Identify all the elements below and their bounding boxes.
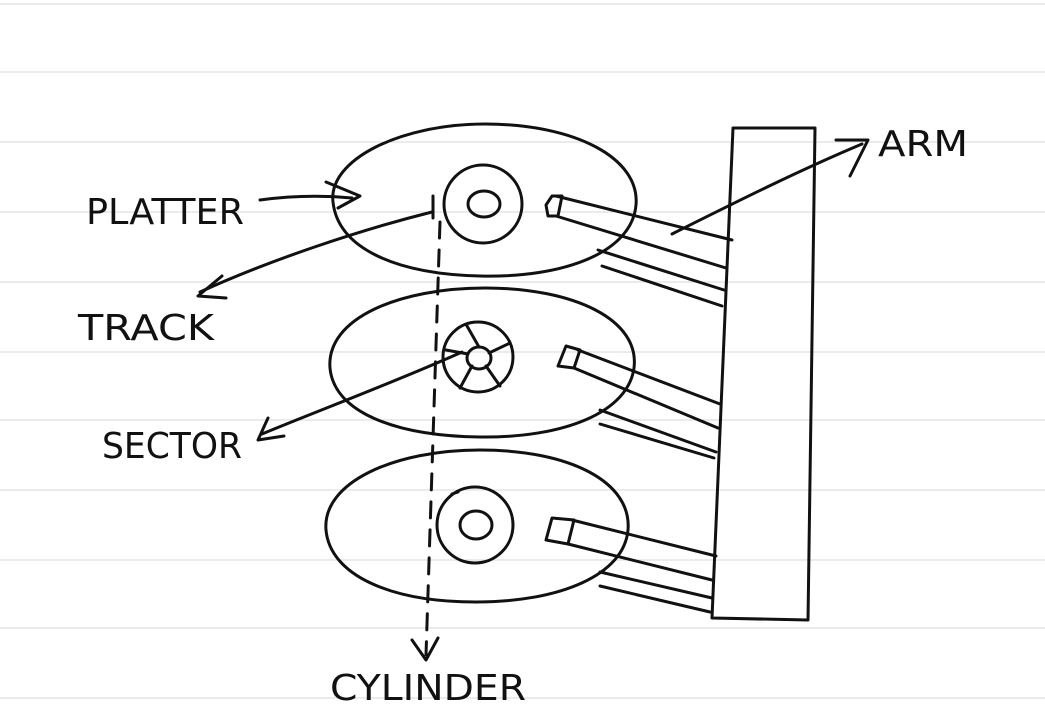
sector-divider <box>484 364 502 388</box>
read-head <box>544 516 576 546</box>
spindle-hole <box>458 509 494 541</box>
arm-support <box>598 422 716 460</box>
spindle-ring <box>435 485 515 565</box>
track-label: TRACK <box>77 308 216 349</box>
arrow-head <box>196 274 228 300</box>
arm-support <box>600 264 724 308</box>
sector-divider <box>465 324 481 349</box>
platter-pointer <box>258 180 362 210</box>
track-pointer <box>196 210 434 300</box>
arm-support <box>598 570 714 600</box>
arm-bottom <box>544 516 718 614</box>
arm-middle <box>556 344 722 460</box>
arm-support <box>596 248 726 292</box>
arm-support <box>598 408 718 454</box>
platter-top <box>331 122 638 278</box>
arrow-shaft <box>670 142 864 236</box>
arm-support <box>598 584 712 614</box>
ruled-lines <box>0 3 1045 699</box>
sector-divider <box>487 341 512 355</box>
platter-outline <box>331 122 638 278</box>
arm-edge <box>572 366 720 430</box>
arm-edge <box>566 542 714 582</box>
cylinder-dashes <box>424 220 442 657</box>
arm-top <box>544 194 734 308</box>
arrow-shaft <box>198 210 434 294</box>
arrow-head <box>324 180 362 210</box>
platter-label: PLATTER <box>86 192 244 233</box>
platter-middle <box>328 286 636 439</box>
arrow-shaft <box>260 350 464 436</box>
platter-outline <box>328 286 636 439</box>
read-head <box>544 194 564 218</box>
spindle-ring <box>441 320 515 394</box>
actuator <box>710 126 817 622</box>
cylinder-label: CYLINDER <box>330 668 526 709</box>
sector-divider <box>444 348 470 356</box>
arm-edge <box>570 518 718 558</box>
actuator-block <box>710 126 817 622</box>
arm-label: ARM <box>878 124 968 165</box>
spindle-ring <box>442 163 524 245</box>
arm-edge <box>576 348 722 406</box>
arrow-head <box>834 138 870 178</box>
arm-pointer <box>670 138 870 236</box>
spindle-hole <box>466 189 502 219</box>
arrow-shaft <box>258 194 354 202</box>
arm-edge <box>554 214 728 270</box>
platter-bottom <box>324 448 630 604</box>
arrow-head <box>256 416 286 442</box>
cylinder-arrowhead <box>410 636 440 662</box>
sector-divider <box>458 364 474 390</box>
cylinder-line <box>410 220 442 662</box>
platter-outline <box>324 448 630 604</box>
sector-label: SECTOR <box>102 426 242 467</box>
sector-pointer <box>256 350 464 442</box>
track-mark <box>450 490 460 496</box>
arm-edge <box>554 194 734 242</box>
